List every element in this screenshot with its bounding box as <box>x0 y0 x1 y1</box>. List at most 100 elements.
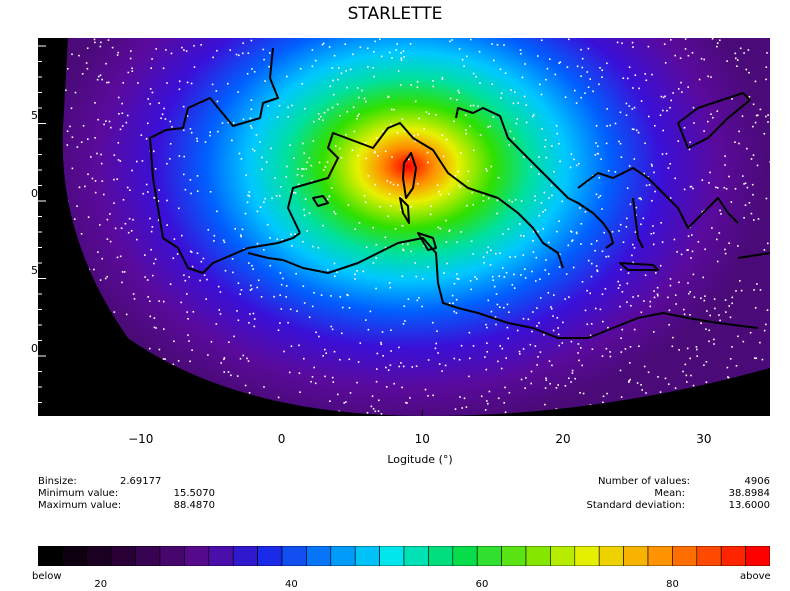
sample-point <box>629 362 631 364</box>
sample-point <box>508 199 511 202</box>
sample-point <box>522 317 525 320</box>
sample-point <box>200 44 202 46</box>
sample-point <box>716 238 718 241</box>
sample-point <box>678 349 680 351</box>
sample-point <box>366 412 369 414</box>
sample-point <box>668 324 670 326</box>
sample-point <box>303 152 306 155</box>
sample-point <box>674 294 677 296</box>
sample-point <box>409 43 412 45</box>
sample-point <box>276 116 279 118</box>
sample-point <box>401 243 404 245</box>
sample-point <box>539 351 542 353</box>
sample-point <box>104 277 107 280</box>
sample-point <box>499 68 502 71</box>
sample-point <box>767 242 769 245</box>
sample-point <box>322 355 324 357</box>
sample-point <box>492 279 494 281</box>
sample-point <box>491 43 493 45</box>
sample-point <box>632 243 634 246</box>
sample-point <box>232 122 235 124</box>
sample-point <box>257 279 260 282</box>
sample-point <box>84 185 86 188</box>
sample-point <box>767 121 769 123</box>
sample-point <box>684 48 687 50</box>
sample-point <box>766 52 768 54</box>
sample-point <box>730 201 733 203</box>
sample-point <box>402 365 405 368</box>
sample-point <box>375 137 378 139</box>
sample-point <box>544 387 547 389</box>
sample-point <box>460 344 463 347</box>
sample-point <box>191 349 193 351</box>
sample-point <box>187 318 189 320</box>
sample-point <box>303 214 306 217</box>
sample-point <box>532 251 535 253</box>
sample-point <box>328 195 331 198</box>
sample-point <box>607 255 610 258</box>
sample-point <box>308 316 311 318</box>
sample-point <box>302 142 304 145</box>
sample-point <box>244 212 247 215</box>
sample-point <box>580 347 582 349</box>
sample-point <box>247 52 250 54</box>
sample-point <box>334 275 336 278</box>
sample-point <box>320 294 323 296</box>
sample-point <box>356 381 358 384</box>
sample-point <box>703 58 705 61</box>
sample-point <box>321 43 324 46</box>
sample-point <box>372 67 374 69</box>
sample-point <box>767 114 769 116</box>
sample-point <box>451 39 453 41</box>
sample-point <box>311 376 314 378</box>
sample-point <box>162 358 165 360</box>
sample-point <box>169 158 171 160</box>
sample-point <box>303 357 305 360</box>
sample-point <box>403 56 405 58</box>
sample-point <box>414 100 417 103</box>
sample-point <box>652 232 655 234</box>
sample-point <box>635 206 638 209</box>
sample-point <box>641 389 643 391</box>
sample-point <box>735 290 737 292</box>
sample-point <box>493 285 496 288</box>
sample-point <box>499 306 501 308</box>
sample-point <box>409 397 411 399</box>
sample-point <box>558 344 560 347</box>
sample-point <box>247 360 250 362</box>
sample-point <box>689 314 691 316</box>
sample-point <box>466 204 468 207</box>
sample-point <box>543 191 546 194</box>
sample-point <box>518 350 521 353</box>
sample-point <box>237 91 239 93</box>
sample-point <box>183 155 185 158</box>
sample-point <box>250 99 253 101</box>
sample-point <box>336 271 338 273</box>
sample-point <box>470 240 473 242</box>
sample-point <box>169 120 171 123</box>
sample-point <box>551 194 553 197</box>
sample-point <box>520 378 523 381</box>
sample-point <box>164 118 167 120</box>
sample-point <box>271 197 273 200</box>
sample-point <box>256 210 259 213</box>
sample-point <box>689 141 691 144</box>
sample-point <box>279 272 282 274</box>
sample-point <box>303 302 306 304</box>
sample-point <box>384 246 387 249</box>
sample-point <box>492 116 495 118</box>
sample-point <box>505 357 507 359</box>
sample-point <box>504 386 506 389</box>
sample-point <box>640 384 642 386</box>
sample-point <box>216 49 218 52</box>
sample-point <box>364 142 367 144</box>
sample-point <box>716 110 719 112</box>
sample-point <box>669 163 671 165</box>
sample-point <box>171 126 173 128</box>
sample-point <box>690 257 692 259</box>
sample-point <box>618 230 620 232</box>
sample-point <box>712 116 714 119</box>
sample-point <box>264 197 266 200</box>
sample-point <box>485 323 487 326</box>
sample-point <box>340 156 343 159</box>
